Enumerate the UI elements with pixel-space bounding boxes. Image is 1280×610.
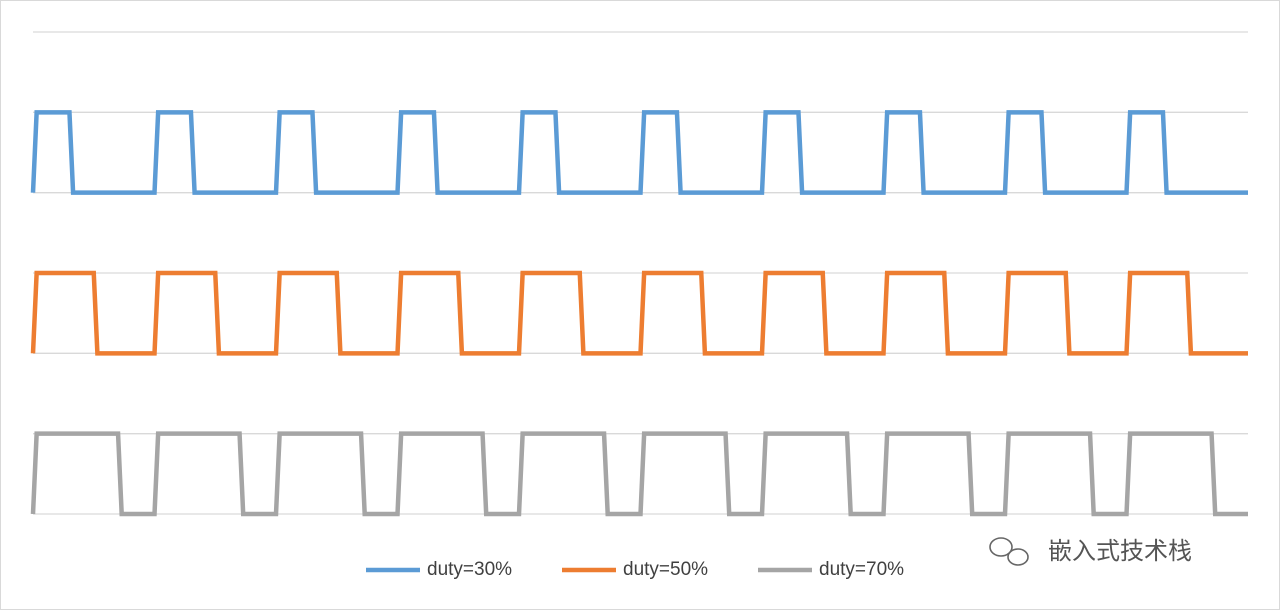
watermark-icon (989, 537, 1029, 566)
legend-label: duty=30% (427, 559, 512, 580)
series-line (30, 110, 1248, 195)
legend-label: duty=50% (623, 559, 708, 580)
watermark: 嵌入式技术栈 (1048, 537, 1192, 565)
legend-label: duty=70% (819, 559, 904, 580)
series-line (30, 431, 1248, 517)
series-line (30, 270, 1248, 356)
